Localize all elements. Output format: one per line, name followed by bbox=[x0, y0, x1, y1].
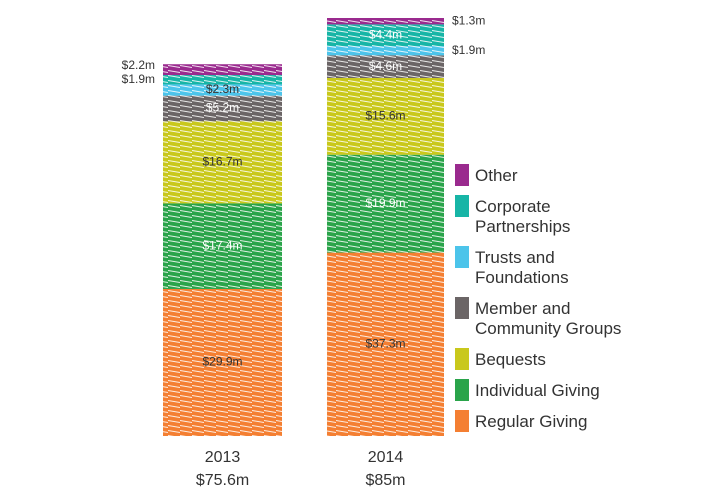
value-label: $1.9m bbox=[122, 72, 155, 86]
legend-swatch bbox=[455, 195, 469, 217]
value-label: $2.3m bbox=[206, 82, 239, 96]
bar-segment bbox=[163, 95, 282, 122]
bar-segment bbox=[163, 288, 282, 436]
x-tick-label: 2014 bbox=[368, 449, 404, 466]
x-tick-label: 2013 bbox=[205, 449, 241, 466]
value-label: $4.4m bbox=[369, 27, 402, 41]
value-label: $5.2m bbox=[206, 101, 239, 115]
value-label: $1.3m bbox=[452, 13, 485, 27]
value-label: $16.7m bbox=[202, 155, 242, 169]
legend-label: Individual Giving bbox=[475, 381, 600, 400]
legend-label: Member and Community Groups bbox=[475, 299, 622, 338]
legend-swatch bbox=[455, 379, 469, 401]
value-label: $19.9m bbox=[365, 196, 405, 210]
legend-swatch bbox=[455, 410, 469, 432]
legend-item: Corporate Partnerships bbox=[455, 195, 630, 237]
legend-label: Regular Giving bbox=[475, 412, 588, 431]
value-label: $1.9m bbox=[452, 43, 485, 57]
legend-item: Bequests bbox=[455, 348, 630, 370]
legend-swatch bbox=[455, 348, 469, 370]
bar-segment bbox=[327, 18, 444, 25]
value-label: $4.6m bbox=[369, 59, 402, 73]
legend-label: Other bbox=[475, 166, 518, 185]
legend-item: Other bbox=[455, 164, 630, 186]
legend-item: Individual Giving bbox=[455, 379, 630, 401]
value-label: $2.2m bbox=[122, 58, 155, 72]
bar-segment bbox=[163, 75, 282, 85]
legend-label: Corporate Partnerships bbox=[475, 197, 571, 236]
legend-item: Regular Giving bbox=[455, 410, 630, 432]
legend-swatch bbox=[455, 297, 469, 319]
total-label: $75.6m bbox=[196, 472, 249, 489]
legend-item: Member and Community Groups bbox=[455, 297, 630, 339]
legend-item: Trusts and Foundations bbox=[455, 246, 630, 288]
bar-segment bbox=[327, 252, 444, 436]
bar-segment bbox=[163, 203, 282, 289]
bar-segment bbox=[163, 121, 282, 204]
total-label: $85m bbox=[365, 472, 405, 489]
bar-segment bbox=[327, 24, 444, 47]
legend-swatch bbox=[455, 246, 469, 268]
value-label: $29.9m bbox=[202, 355, 242, 369]
value-label: $37.3m bbox=[365, 336, 405, 350]
bar-segment bbox=[327, 154, 444, 253]
legend-swatch bbox=[455, 164, 469, 186]
value-label: $15.6m bbox=[365, 109, 405, 123]
bar-segment bbox=[163, 64, 282, 76]
bar-segment bbox=[327, 77, 444, 155]
legend-label: Bequests bbox=[475, 350, 546, 369]
legend-label: Trusts and Foundations bbox=[475, 248, 569, 287]
value-label: $17.4m bbox=[202, 238, 242, 252]
bar-segment bbox=[163, 84, 282, 96]
legend: Other Corporate Partnerships Trusts and Fo… bbox=[455, 164, 630, 441]
bar-segment bbox=[327, 55, 444, 78]
bar-segment bbox=[327, 46, 444, 56]
